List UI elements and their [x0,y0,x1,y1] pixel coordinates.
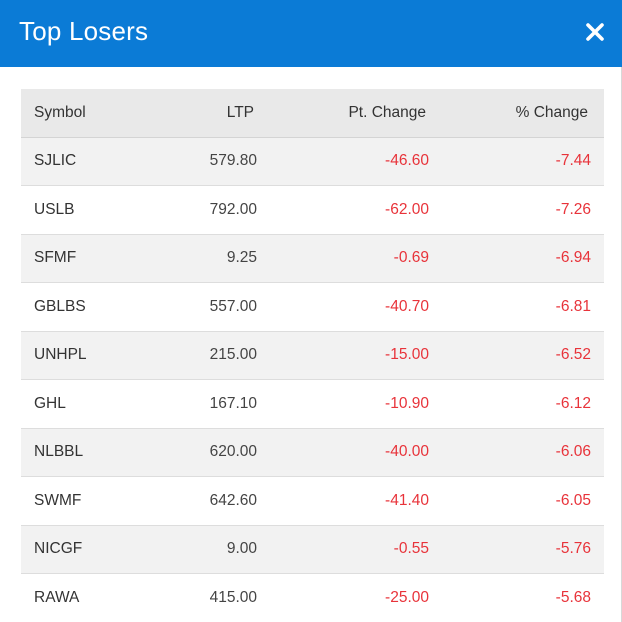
cell-pt-change: -0.55 [257,525,429,574]
column-header-pt-change[interactable]: Pt. Change [257,89,429,138]
table-row[interactable]: SFMF 9.25 -0.69 -6.94 [21,234,604,283]
cell-symbol[interactable]: USLB [21,185,131,235]
cell-ltp: 9.25 [131,234,257,283]
cell-pct-change: -6.12 [429,379,604,429]
cell-pt-change: -0.69 [257,234,429,283]
table-row[interactable]: GHL 167.10 -10.90 -6.12 [21,379,604,429]
column-header-symbol[interactable]: Symbol [21,89,131,138]
cell-pct-change: -5.76 [429,525,604,574]
cell-ltp: 415.00 [131,573,257,622]
table-header-row: Symbol LTP Pt. Change % Change [21,89,604,138]
table-row[interactable]: NICGF 9.00 -0.55 -5.76 [21,525,604,574]
cell-symbol[interactable]: SJLIC [21,137,131,186]
cell-symbol[interactable]: SWMF [21,476,131,526]
cell-ltp: 167.10 [131,379,257,429]
cell-ltp: 215.00 [131,331,257,380]
table-row[interactable]: SJLIC 579.80 -46.60 -7.44 [21,137,604,186]
cell-symbol[interactable]: GBLBS [21,282,131,332]
table-row[interactable]: SWMF 642.60 -41.40 -6.05 [21,476,604,526]
column-header-pct-change[interactable]: % Change [429,89,604,138]
cell-symbol[interactable]: RAWA [21,573,131,622]
cell-pct-change: -5.68 [429,573,604,622]
modal-header: Top Losers [0,0,622,67]
cell-symbol[interactable]: NICGF [21,525,131,574]
cell-pt-change: -40.70 [257,282,429,332]
cell-ltp: 579.80 [131,137,257,186]
close-button[interactable] [583,20,607,44]
cell-symbol[interactable]: SFMF [21,234,131,283]
cell-pct-change: -6.05 [429,476,604,526]
cell-ltp: 620.00 [131,428,257,477]
cell-pt-change: -25.00 [257,573,429,622]
cell-pct-change: -6.52 [429,331,604,380]
cell-pct-change-value: -6.05 [555,491,591,509]
cell-ltp: 642.60 [131,476,257,526]
cell-pt-change: -15.00 [257,331,429,380]
table-row[interactable]: GBLBS 557.00 -40.70 -6.81 [21,282,604,332]
cell-pct-change: -6.94 [429,234,604,283]
cell-pct-change: -6.06 [429,428,604,477]
cell-pct-change-value: -6.12 [555,394,591,412]
table-row[interactable]: UNHPL 215.00 -15.00 -6.52 [21,331,604,380]
cell-pt-change: -10.90 [257,379,429,429]
cell-symbol[interactable]: NLBBL [21,428,131,477]
losers-table: Symbol LTP Pt. Change % Change SJLIC 579.… [21,89,604,622]
cell-pct-change-value: -6.06 [555,443,591,461]
cell-pt-change: -62.00 [257,185,429,235]
cell-pct-change: -7.44 [429,137,604,186]
column-header-ltp[interactable]: LTP [131,89,257,138]
cell-pt-change: -46.60 [257,137,429,186]
modal-title: Top Losers [19,16,149,46]
cell-ltp: 9.00 [131,525,257,574]
losers-table-container: Symbol LTP Pt. Change % Change SJLIC 579.… [21,89,604,622]
cell-pct-change-value: -7.44 [555,152,591,170]
cell-pct-change-value: -5.68 [555,588,591,606]
table-row[interactable]: RAWA 415.00 -25.00 -5.68 [21,573,604,622]
cell-pct-change-value: -6.81 [555,297,591,315]
cell-pt-change: -41.40 [257,476,429,526]
table-row[interactable]: NLBBL 620.00 -40.00 -6.06 [21,428,604,477]
cell-symbol[interactable]: GHL [21,379,131,429]
cell-pct-change-value: -6.52 [555,346,591,364]
close-icon [586,23,604,41]
cell-pct-change: -6.81 [429,282,604,332]
cell-pct-change-value: -6.94 [555,249,591,267]
cell-pct-change-value: -7.26 [555,200,591,218]
cell-ltp: 792.00 [131,185,257,235]
cell-pct-change: -7.26 [429,185,604,235]
cell-pt-change: -40.00 [257,428,429,477]
cell-pct-change-value: -5.76 [555,540,591,558]
cell-ltp: 557.00 [131,282,257,332]
table-row[interactable]: USLB 792.00 -62.00 -7.26 [21,185,604,235]
cell-symbol[interactable]: UNHPL [21,331,131,380]
